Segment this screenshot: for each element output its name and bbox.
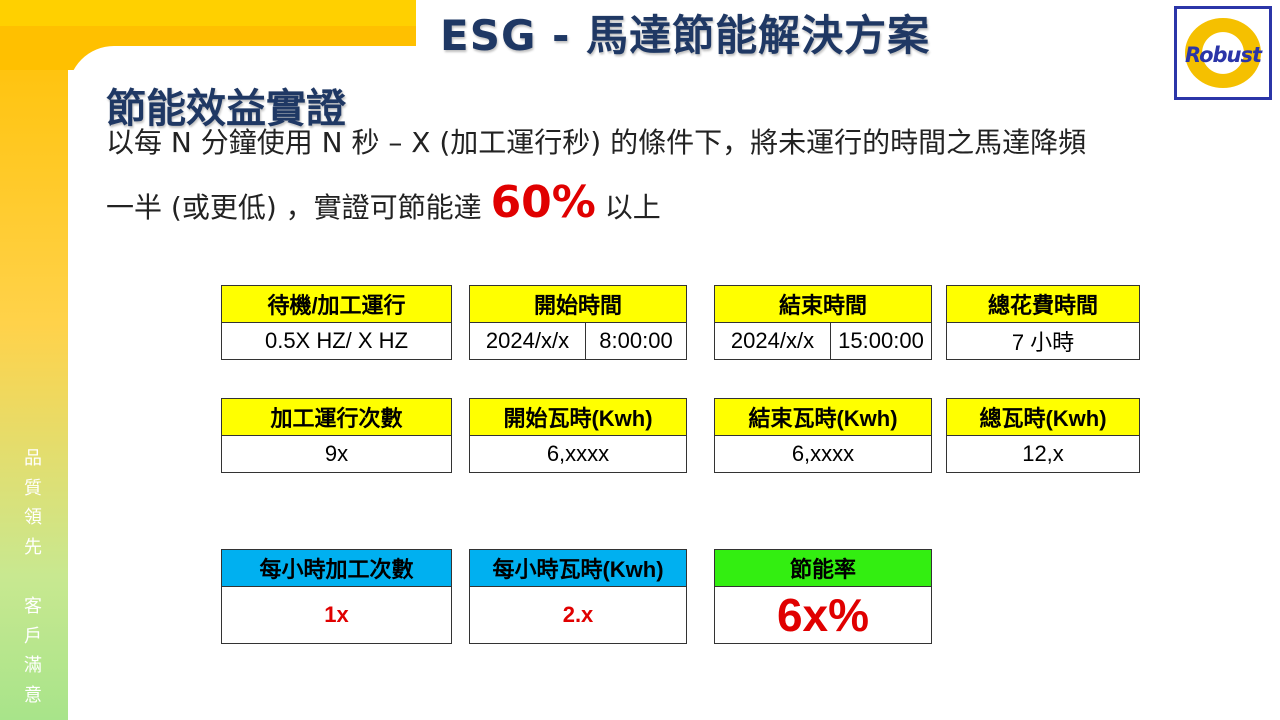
per-hour-kwh-header: 每小時瓦時(Kwh) [469,549,687,587]
per-hour-kwh-value: 2.x [469,586,687,644]
total-kwh-header: 總瓦時(Kwh) [946,398,1140,436]
end-time-table: 結束時間 2024/x/x 15:00:00 [714,285,932,360]
slogan-gap [18,562,48,592]
start-kwh-header: 開始瓦時(Kwh) [469,398,687,436]
slogan-char: 先 [24,536,42,558]
content-corner [68,46,448,106]
section-subtitle: 節能效益實證 [106,86,346,132]
slogan-char: 意 [24,684,42,706]
end-kwh-header: 結束瓦時(Kwh) [714,398,932,436]
saving-rate-value: 6x% [714,586,932,644]
slogan-char: 客 [24,596,42,617]
start-clock-value: 8:00:00 [585,322,687,360]
logo-text: Robust [1184,43,1262,67]
sidebar-slogan: 品 質 領 先 客 戶 滿 意 [18,444,48,710]
slogan-char: 領 [24,507,42,528]
end-kwh-value: 6,xxxx [714,435,932,473]
total-kwh-value: 12,x [946,435,1140,473]
end-kwh-table: 結束瓦時(Kwh) 6,xxxx [714,398,932,473]
description: 以每 N 分鐘使用 N 秒 – X (加工運行秒) 的條件下，將未運行的時間之馬… [106,124,1236,227]
saving-rate-header: 節能率 [714,549,932,587]
total-time-header: 總花費時間 [946,285,1140,323]
saving-rate-table: 節能率 6x% [714,549,932,644]
description-line-2: 一半 (或更低) ，實證可節能達 60% 以上 [106,181,1236,227]
slogan-char: 滿 [24,655,42,676]
end-date-value: 2024/x/x [714,322,831,360]
total-time-value: 7 小時 [946,322,1140,360]
start-time-header: 開始時間 [469,285,687,323]
standby-run-header: 待機/加工運行 [221,285,452,323]
run-count-value: 9x [221,435,452,473]
standby-run-table: 待機/加工運行 0.5X HZ/ X HZ [221,285,452,360]
end-time-header: 結束時間 [714,285,932,323]
run-count-table: 加工運行次數 9x [221,398,452,473]
savings-highlight: 60% [490,177,596,228]
description-line-1: 以每 N 分鐘使用 N 秒 – X (加工運行秒) 的條件下，將未運行的時間之馬… [106,126,1087,159]
page-title: ESG - 馬達節能解決方案 [440,11,931,60]
start-time-table: 開始時間 2024/x/x 8:00:00 [469,285,687,360]
total-kwh-table: 總瓦時(Kwh) 12,x [946,398,1140,473]
description-line-2-pre: 一半 (或更低) ，實證可節能達 [106,191,491,224]
per-hour-count-table: 每小時加工次數 1x [221,549,452,644]
top-band-stripe [0,0,416,26]
start-kwh-value: 6,xxxx [469,435,687,473]
slogan-char: 質 [24,477,42,499]
slogan-char: 品 [24,448,42,469]
logo-ring [1185,18,1261,88]
per-hour-count-header: 每小時加工次數 [221,549,452,587]
end-clock-value: 15:00:00 [830,322,932,360]
start-kwh-table: 開始瓦時(Kwh) 6,xxxx [469,398,687,473]
total-time-table: 總花費時間 7 小時 [946,285,1140,360]
per-hour-kwh-table: 每小時瓦時(Kwh) 2.x [469,549,687,644]
per-hour-count-value: 1x [221,586,452,644]
company-logo: Robust [1174,6,1272,100]
description-line-2-post: 以上 [595,191,661,224]
start-date-value: 2024/x/x [469,322,586,360]
slogan-char: 戶 [24,625,42,647]
left-gradient-bar [0,0,68,720]
standby-run-value: 0.5X HZ/ X HZ [221,322,452,360]
run-count-header: 加工運行次數 [221,398,452,436]
